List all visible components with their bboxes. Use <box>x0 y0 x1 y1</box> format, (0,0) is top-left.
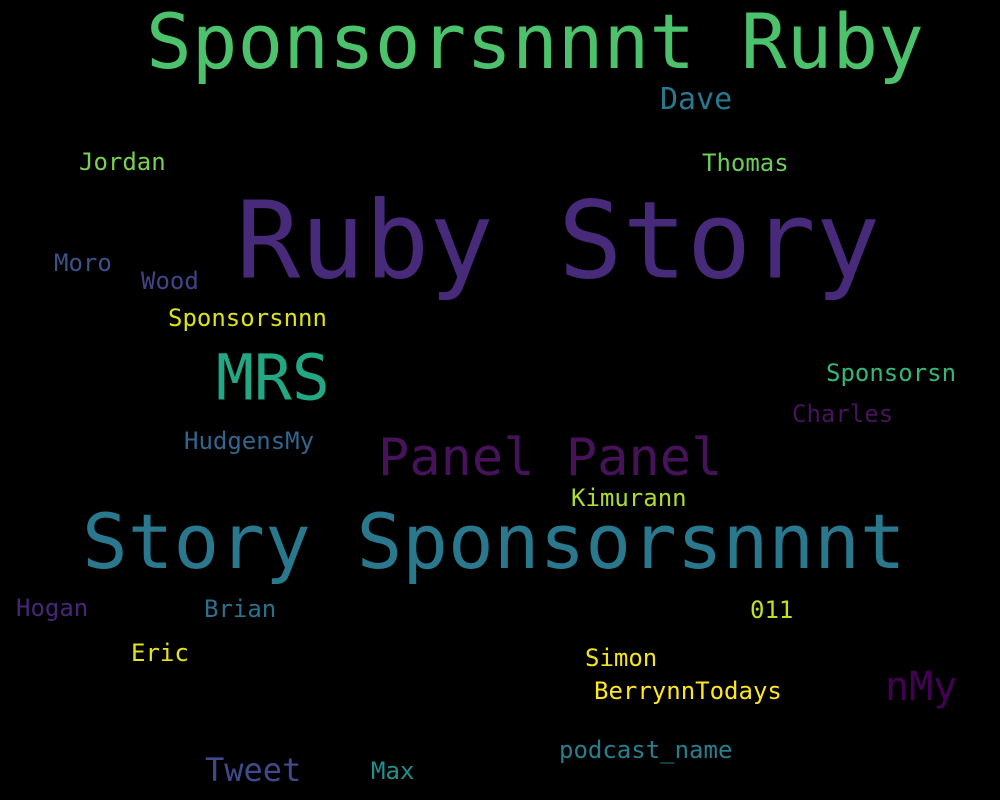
word: Sponsorsn <box>826 359 957 387</box>
word: 011 <box>750 596 794 624</box>
word: Wood <box>141 267 199 295</box>
word: podcast_name <box>559 736 733 764</box>
word: Tweet <box>205 751 302 789</box>
word: Ruby Story <box>236 179 881 304</box>
word: BerrynnTodays <box>594 677 782 705</box>
word: Moro <box>54 249 112 277</box>
word: Simon <box>585 644 658 672</box>
word: Thomas <box>702 149 789 177</box>
word: Eric <box>131 639 189 667</box>
word: Brian <box>204 595 277 623</box>
word: MRS <box>216 341 330 415</box>
word: Hogan <box>16 594 89 622</box>
word: HudgensMy <box>184 427 315 455</box>
word: Sponsorsnnn <box>168 304 327 332</box>
word: Story Sponsorsnnnt <box>82 497 906 586</box>
word: Panel Panel <box>378 428 723 488</box>
word: nMy <box>885 664 958 710</box>
word: Jordan <box>79 148 166 176</box>
word: Kimurann <box>571 484 687 512</box>
word: Dave <box>660 82 733 117</box>
word: Charles <box>792 400 894 428</box>
word: Sponsorsnnnt Ruby <box>146 0 924 86</box>
word: Max <box>371 757 415 785</box>
